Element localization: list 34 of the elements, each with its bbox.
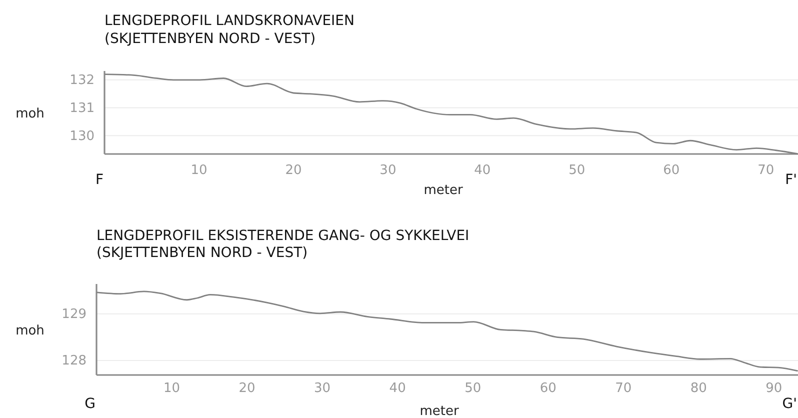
chart-title: LENGDEPROFIL LANDSKRONAVEIEN [104,13,355,29]
chart-subtitle: (SKJETTENBYEN NORD - VEST) [104,31,316,47]
y-axis-title: moh [16,324,44,338]
x-tick-label: 70 [758,163,774,178]
chart-subtitle: (SKJETTENBYEN NORD - VEST) [96,245,308,261]
x-tick-label: 10 [163,381,180,396]
x-tick-label: 40 [474,163,491,178]
line-series [104,74,798,154]
text: F [95,172,104,188]
chart-title: LENGDEPROFIL EKSISTERENDE GANG- OG SYKKELVEI [96,228,470,244]
y-tick-label: 132 [70,73,94,88]
x-tick-label: 10 [190,163,208,178]
x-tick-label: 40 [389,381,406,396]
x-tick-label: 30 [380,163,396,178]
text: G' [782,396,797,412]
x-tick-label: 80 [690,381,707,396]
x-axis-title: meter [424,183,464,198]
x-tick-label: 20 [238,381,256,396]
y-tick-label: 130 [70,128,94,144]
x-tick-label: 20 [285,163,302,178]
x-tick-label: 90 [766,381,782,396]
x-tick-label: 50 [464,381,482,396]
x-axis-title: meter [420,404,460,418]
x-tick-label: 60 [663,163,680,178]
text: G [84,396,96,412]
y-axis-title: moh [16,106,44,122]
y-tick-label: 129 [62,307,86,322]
y-tick-label: 131 [70,100,94,116]
x-tick-label: 50 [568,163,586,178]
x-tick-label: 60 [540,381,556,396]
y-tick-label: 128 [62,354,86,369]
x-tick-label: 30 [314,381,331,396]
x-tick-label: 70 [615,381,632,396]
text: F' [785,172,797,188]
